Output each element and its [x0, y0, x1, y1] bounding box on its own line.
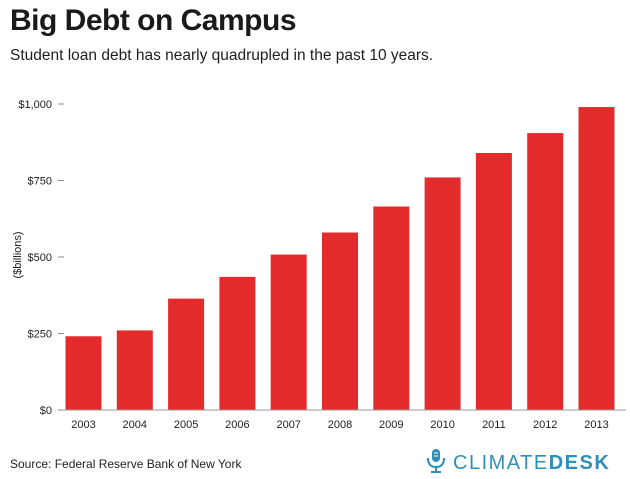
- x-tick-label: 2007: [276, 419, 300, 431]
- bar-2010: [424, 177, 461, 410]
- logo-wordmark: CLIMATEDESK: [453, 452, 610, 475]
- x-tick-label: 2008: [328, 419, 352, 431]
- bar-2008: [322, 232, 358, 410]
- bar-2011: [475, 152, 512, 410]
- x-tick-label: 2009: [379, 419, 403, 431]
- x-tick-label: 2003: [71, 419, 95, 431]
- microphone-icon: [425, 448, 447, 479]
- y-tick-label: $750: [28, 176, 52, 188]
- y-tick-label: $1,000: [18, 99, 52, 111]
- bars: [65, 107, 615, 410]
- chart-subtitle: Student loan debt has nearly quadrupled …: [10, 47, 434, 64]
- bar-2009: [373, 206, 410, 410]
- x-tick-label: 2011: [482, 419, 506, 431]
- logo-wordmark-desk: DESK: [548, 452, 611, 474]
- source-note: Source: Federal Reserve Bank of New York: [10, 457, 242, 471]
- x-tick-label: 2010: [430, 419, 454, 431]
- y-tick-label: $500: [28, 252, 52, 264]
- x-tick-label: 2013: [584, 419, 608, 431]
- logo-wordmark-climate: CLIMATE: [453, 452, 549, 474]
- x-tick-label: 2005: [174, 419, 198, 431]
- y-tick-label: $250: [28, 329, 52, 341]
- bar-2004: [116, 330, 153, 410]
- bar-2013: [578, 107, 615, 410]
- x-tick-label: 2004: [123, 419, 147, 431]
- chart-title: Big Debt on Campus: [10, 4, 297, 37]
- bar-2006: [219, 276, 256, 410]
- y-tick-label: $0: [40, 405, 52, 417]
- x-tick-label: 2012: [533, 419, 557, 431]
- y-axis-title: ($billions): [12, 231, 24, 278]
- x-axis: 2003 2004 2005 2006 2007 2008 2009 2010 2011 2012…: [62, 409, 626, 431]
- bar-2012: [527, 133, 564, 410]
- climate-desk-logo: CLIMATEDESK: [425, 448, 610, 479]
- bar-2007: [270, 254, 307, 410]
- y-axis: $0 $250 $500 $750 $1,000: [18, 99, 64, 417]
- bar-chart: $0$250$500$750$1,000 2003 2004 2005 2006 200…: [12, 99, 626, 431]
- x-tick-label: 2006: [225, 419, 249, 431]
- bar-2005: [168, 298, 205, 410]
- bar-2003: [65, 336, 102, 410]
